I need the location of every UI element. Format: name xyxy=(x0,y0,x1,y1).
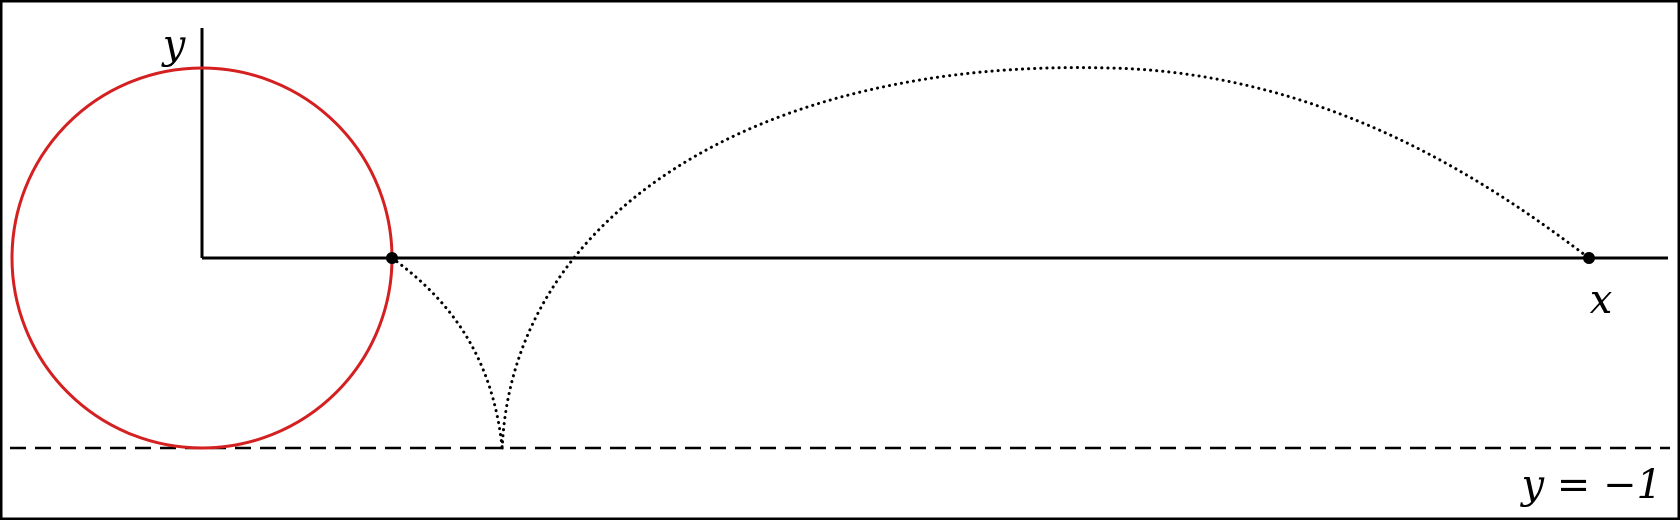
dotted-arc-large xyxy=(500,66,1591,450)
x-axis-label: x xyxy=(1590,277,1613,323)
point-on-circle xyxy=(386,252,398,264)
y-axis-label: y xyxy=(161,22,187,68)
dotted-arc-small xyxy=(390,256,504,450)
line-equation-label: y = −1 xyxy=(1519,462,1662,508)
point-far-right xyxy=(1583,252,1595,264)
